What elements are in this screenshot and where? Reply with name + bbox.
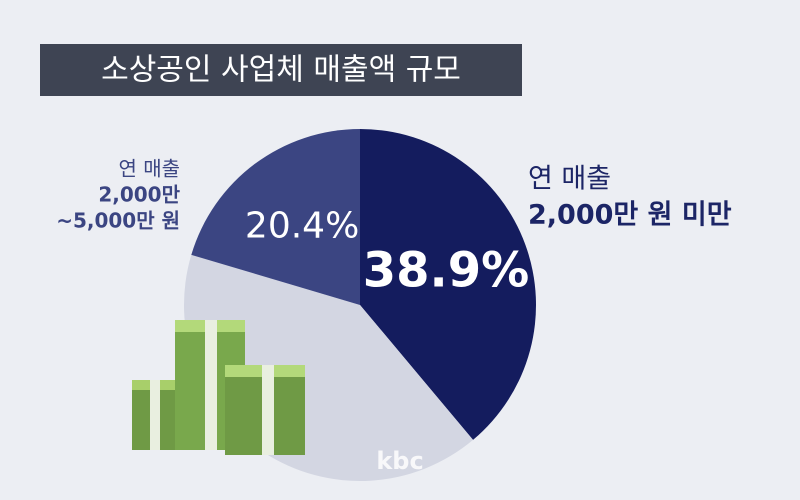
category-label: 연 매출: [528, 164, 611, 195]
value-label: 20.4%: [245, 205, 359, 246]
pie-slice: [191, 129, 360, 305]
category-label: 2,000만 원 미만: [528, 200, 732, 231]
category-label: 2,000만: [98, 183, 180, 207]
category-label: ~5,000만 원: [56, 209, 180, 233]
category-label: 연 매출: [118, 157, 180, 181]
watermark: kbc: [376, 447, 423, 475]
value-label: 38.9%: [363, 243, 530, 299]
chart-title: 소상공인 사업체 매출액 규모: [101, 53, 461, 88]
pie-slice: [360, 129, 537, 440]
title-box: [40, 44, 522, 96]
money-icon: [132, 320, 305, 455]
